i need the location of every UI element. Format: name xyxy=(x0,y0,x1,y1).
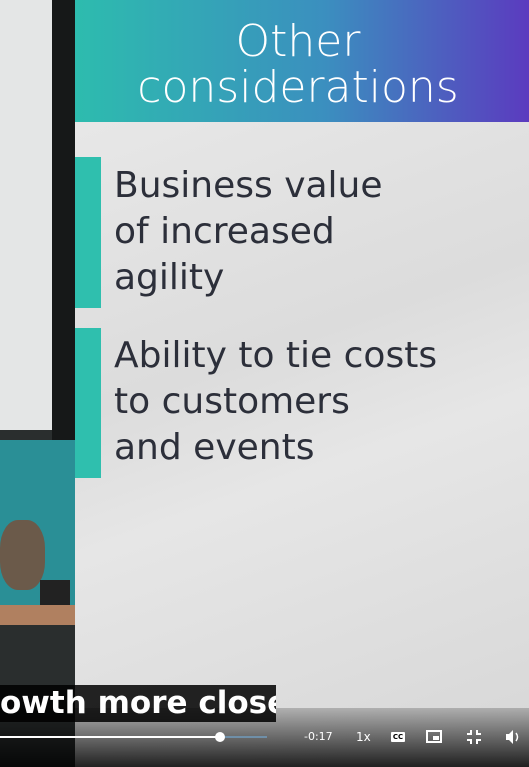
slide-header: Other considerations xyxy=(75,0,529,122)
subtitle: owth more closely. xyxy=(0,685,276,722)
pip-button[interactable] xyxy=(426,730,442,743)
exit-fullscreen-button[interactable] xyxy=(467,730,481,744)
slide-title: Other xyxy=(235,16,361,67)
bullet-text: to customers xyxy=(114,381,350,422)
frame xyxy=(52,0,75,440)
table xyxy=(0,605,75,625)
bullet-text: agility xyxy=(114,257,225,298)
volume-button[interactable] xyxy=(506,730,522,744)
playhead[interactable] xyxy=(215,732,225,742)
bullet-text: Business value xyxy=(114,165,383,206)
speed-button[interactable]: 1x xyxy=(356,730,371,744)
whiteboard xyxy=(0,0,52,430)
bullet-bar xyxy=(75,328,101,478)
time-remaining: -0:17 xyxy=(304,730,333,743)
bullet-bar xyxy=(75,157,101,308)
bullet-text: of increased xyxy=(114,211,335,252)
slide: Other considerations Business value of i… xyxy=(75,0,529,767)
bullet-text: and events xyxy=(114,427,315,468)
bullet-text: Ability to tie costs xyxy=(114,335,438,376)
cc-button[interactable]: CC xyxy=(391,732,405,742)
video-scene xyxy=(0,0,75,767)
slide-title: considerations xyxy=(137,62,459,113)
plant-pot xyxy=(0,520,45,590)
progress-played xyxy=(0,736,220,738)
